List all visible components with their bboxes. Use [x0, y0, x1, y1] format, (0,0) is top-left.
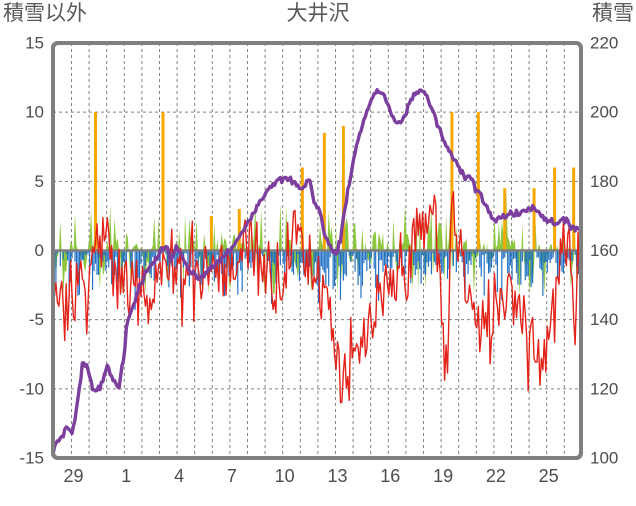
svg-text:25: 25: [539, 466, 559, 486]
svg-text:大井沢: 大井沢: [287, 2, 350, 25]
svg-text:15: 15: [25, 34, 44, 53]
svg-text:積雪: 積雪: [592, 2, 634, 25]
svg-text:200: 200: [590, 103, 618, 122]
svg-text:13: 13: [327, 466, 347, 486]
svg-text:積雪以外: 積雪以外: [3, 2, 87, 25]
svg-text:19: 19: [433, 466, 453, 486]
svg-text:4: 4: [174, 466, 184, 486]
svg-text:5: 5: [35, 172, 44, 191]
svg-text:-10: -10: [19, 379, 44, 398]
svg-text:22: 22: [486, 466, 506, 486]
svg-text:220: 220: [590, 34, 618, 53]
svg-text:120: 120: [590, 379, 618, 398]
svg-text:180: 180: [590, 172, 618, 191]
svg-text:160: 160: [590, 241, 618, 260]
svg-text:140: 140: [590, 310, 618, 329]
svg-text:0: 0: [35, 241, 44, 260]
svg-text:29: 29: [63, 466, 83, 486]
svg-text:-5: -5: [29, 310, 44, 329]
svg-text:10: 10: [275, 466, 295, 486]
svg-text:16: 16: [380, 466, 400, 486]
svg-text:10: 10: [25, 103, 44, 122]
svg-text:-15: -15: [19, 449, 44, 468]
svg-text:1: 1: [121, 466, 131, 486]
svg-text:7: 7: [227, 466, 237, 486]
svg-text:100: 100: [590, 449, 618, 468]
